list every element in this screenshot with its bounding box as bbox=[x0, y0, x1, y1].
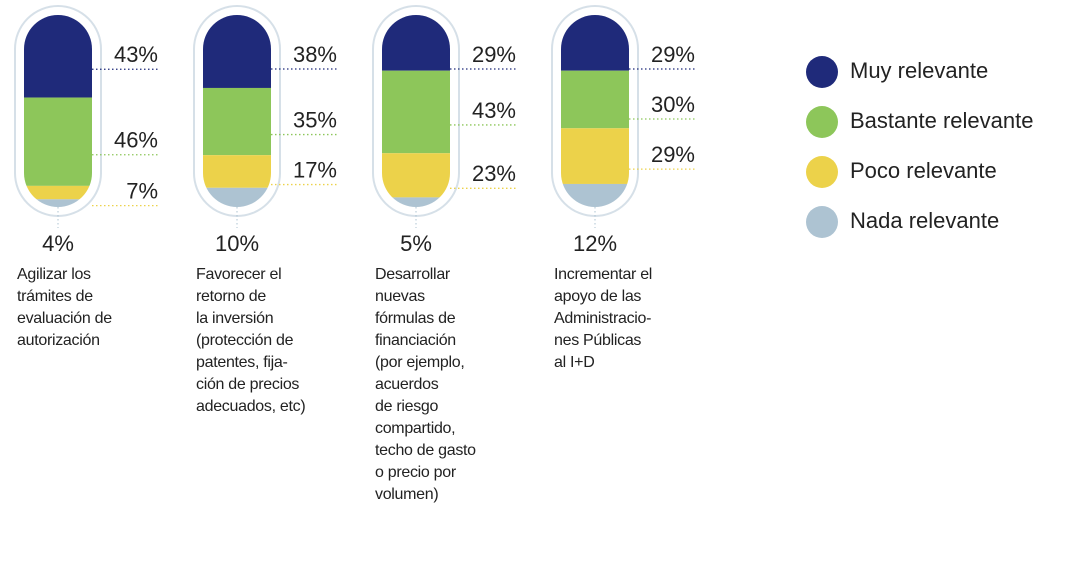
bar-segment bbox=[382, 197, 450, 207]
category-label: Agilizar los trámites de evaluación de a… bbox=[17, 266, 112, 349]
bar-segment bbox=[561, 70, 629, 129]
value-label: 38% bbox=[293, 42, 337, 67]
bar-segment bbox=[24, 15, 92, 98]
capsule bbox=[24, 15, 92, 207]
bar-segment bbox=[203, 155, 271, 188]
value-label: 29% bbox=[651, 142, 695, 167]
bar-segment bbox=[203, 87, 271, 156]
category-label: Favorecer el retorno de la inversión (pr… bbox=[196, 266, 306, 415]
bar-segment bbox=[382, 70, 450, 154]
bar-segment bbox=[561, 15, 629, 71]
legend-swatch bbox=[806, 56, 838, 88]
capsule bbox=[561, 15, 629, 207]
bar-segment bbox=[24, 199, 92, 207]
value-label: 23% bbox=[472, 161, 516, 186]
capsule bbox=[382, 15, 450, 207]
bar-segment bbox=[24, 97, 92, 186]
legend-swatch bbox=[806, 156, 838, 188]
bar-segment bbox=[561, 128, 629, 184]
bar-segment bbox=[203, 15, 271, 88]
value-label: 46% bbox=[114, 128, 158, 153]
bar-segment bbox=[203, 187, 271, 207]
legend-label: Poco relevante bbox=[850, 158, 997, 183]
value-label: 35% bbox=[293, 107, 337, 132]
value-label: 17% bbox=[293, 157, 337, 182]
category-label: Desarrollar nuevas fórmulas de financiac… bbox=[375, 266, 476, 503]
category-label: Incrementar el apoyo de las Administraci… bbox=[554, 266, 653, 371]
legend-label: Muy relevante bbox=[850, 58, 988, 83]
value-label: 30% bbox=[651, 92, 695, 117]
bar-segment bbox=[382, 153, 450, 198]
bar-segment bbox=[24, 185, 92, 200]
value-label: 7% bbox=[126, 178, 158, 203]
value-label: 12% bbox=[573, 231, 617, 256]
legend-swatch bbox=[806, 206, 838, 238]
bar-segment bbox=[561, 183, 629, 207]
value-label: 5% bbox=[400, 231, 432, 256]
value-label: 4% bbox=[42, 231, 74, 256]
legend-label: Bastante relevante bbox=[850, 108, 1033, 133]
value-label: 10% bbox=[215, 231, 259, 256]
value-label: 43% bbox=[114, 42, 158, 67]
bar-segment bbox=[382, 15, 450, 71]
legend-label: Nada relevante bbox=[850, 208, 999, 233]
legend-swatch bbox=[806, 106, 838, 138]
value-label: 29% bbox=[472, 42, 516, 67]
value-label: 29% bbox=[651, 42, 695, 67]
capsule bbox=[203, 15, 271, 207]
value-label: 43% bbox=[472, 98, 516, 123]
